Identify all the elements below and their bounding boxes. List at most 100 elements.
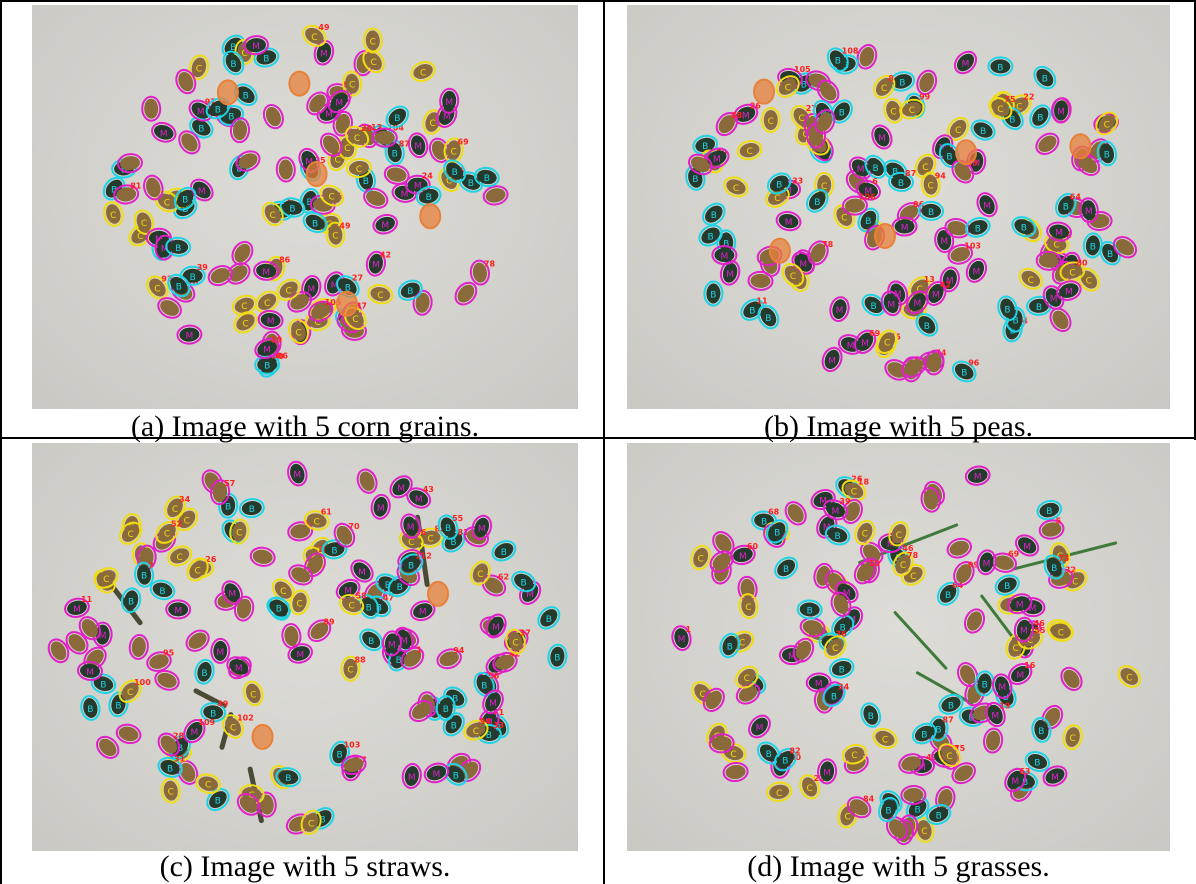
grain-class-glyph: M (197, 108, 205, 118)
grain-class-glyph: C (450, 147, 456, 157)
grain-class-glyph: M (828, 356, 836, 366)
grain-class-glyph: B (1046, 507, 1052, 517)
grain-marker (671, 625, 692, 651)
grain-class-glyph: M (401, 190, 409, 200)
grain-class-glyph: B (190, 273, 196, 283)
grain-class-glyph: C (881, 84, 887, 94)
grain-marker (842, 195, 868, 216)
grain-class-glyph: B (115, 701, 121, 711)
grain-marker (1046, 221, 1073, 242)
grain-index-glyph: 80 (1076, 259, 1088, 268)
grain-marker (703, 280, 724, 307)
grain-class-glyph: B (276, 605, 282, 615)
grain-marker (997, 295, 1018, 322)
grain-marker (359, 628, 384, 652)
grain-marker (715, 112, 739, 137)
grain-marker (381, 630, 402, 657)
grain-marker (1095, 111, 1119, 136)
grain-class-glyph: B (307, 198, 313, 208)
grain-marker (1011, 216, 1037, 238)
grain-class-glyph: M (756, 724, 764, 734)
grain-marker (339, 594, 365, 616)
photo-panel-peas: CCBC13MC22BMMBMBBMMC55BCBC67CCCCBMC97MMM… (627, 5, 1170, 409)
grain-marker (178, 130, 201, 155)
grain-class-glyph: B (167, 764, 173, 774)
grain-class-glyph: B (899, 78, 905, 88)
grain-class-glyph: M (1055, 229, 1063, 239)
grain-class-glyph: B (366, 604, 372, 614)
photo-panel-grasses: MM10CM16C22MBCBCB46M49MMBB64CCCCBCM100BB… (627, 443, 1170, 851)
grain-class-glyph: M (344, 587, 352, 597)
grain-marker (327, 89, 351, 114)
grain-marker (118, 679, 142, 703)
grain-index-glyph: 78 (484, 260, 496, 269)
grain-marker (255, 290, 280, 313)
grain-marker (861, 293, 886, 317)
straw-impurity (193, 688, 227, 709)
grain-marker (853, 560, 876, 585)
grain-marker (774, 556, 799, 580)
grain-index-glyph: 94 (453, 646, 465, 655)
grain-marker (253, 260, 280, 281)
grain-class-glyph: B (1107, 250, 1113, 260)
grain-marker (822, 683, 846, 707)
grain-class-glyph: C (900, 561, 906, 571)
grain-class-glyph: M (331, 281, 339, 291)
caption-a: (a) Image with 5 corn grains. (130, 410, 480, 443)
grain-class-glyph: M (414, 182, 422, 192)
grain-class-glyph: C (803, 130, 809, 140)
grain-index-glyph: 37 (520, 629, 531, 638)
grain-class-glyph: B (451, 721, 457, 731)
grain-class-glyph: M (1016, 601, 1024, 611)
grain-index-glyph: 42 (380, 251, 391, 260)
grain-marker (262, 104, 284, 130)
grain-class-glyph: B (452, 695, 458, 705)
grain-class-glyph: C (806, 784, 812, 794)
grain-class-glyph: B (873, 164, 879, 174)
grain-class-glyph: M (887, 300, 895, 310)
grain-marker (740, 298, 765, 321)
grain-marker (766, 172, 792, 195)
grain-index-glyph: 109 (198, 718, 215, 727)
grain-index-glyph: 86 (279, 256, 291, 265)
grain-class-glyph: B (915, 805, 921, 815)
grain-marker (221, 580, 243, 605)
grain-marker (1026, 295, 1052, 316)
grain-class-glyph: C (329, 193, 335, 203)
grain-class-glyph: M (415, 495, 423, 505)
grain-marker (167, 545, 193, 567)
grain-class-glyph: M (974, 473, 982, 483)
grain-marker (775, 75, 800, 98)
grain-class-glyph: B (312, 219, 318, 229)
grain-class-glyph: M (678, 635, 686, 645)
grain-class-glyph: C (745, 603, 751, 613)
grain-class-glyph: B (711, 211, 717, 221)
grain-marker (363, 187, 389, 209)
grain-class-glyph: B (264, 362, 270, 372)
grain-class-glyph: C (746, 147, 752, 157)
grain-marker (1060, 666, 1083, 692)
grain-marker (1043, 554, 1065, 580)
grain-marker (222, 714, 245, 739)
grain-class-glyph: C (241, 302, 247, 312)
grain-class-glyph: M (726, 270, 734, 280)
grain-marker (236, 792, 261, 816)
grain-marker (302, 24, 327, 47)
grain-marker (946, 537, 973, 559)
grain-marker (994, 574, 1020, 596)
grain-marker (443, 137, 464, 164)
grain-class-glyph: M (263, 346, 271, 356)
grain-index-glyph: 82 (789, 747, 800, 756)
grain-class-glyph: B (1063, 202, 1069, 212)
grain-marker (303, 510, 330, 531)
grain-class-glyph: C (997, 105, 1003, 115)
grain-class-glyph: B (363, 177, 369, 187)
grain-class-glyph: C (1012, 644, 1018, 654)
grain-class-glyph: B (892, 167, 898, 177)
grain-marker (796, 599, 823, 620)
grain-marker (688, 153, 713, 176)
grain-marker (64, 597, 90, 618)
grain-index-glyph: 32 (1065, 566, 1076, 575)
grain-index-glyph: 78 (907, 551, 919, 560)
grain-marker (951, 762, 976, 785)
